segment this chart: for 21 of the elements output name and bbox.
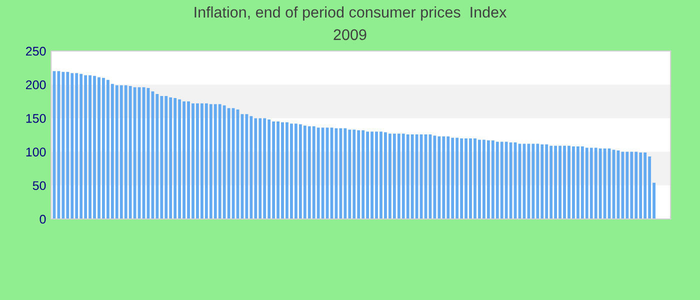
bar [250,116,253,219]
bar [133,87,136,219]
y-tick-label: 200 [26,80,46,90]
bar [344,128,347,219]
bar [509,142,512,219]
bar [532,144,535,219]
bar [321,128,324,219]
y-tick-label: 50 [32,181,46,190]
bar [438,136,441,219]
bar [603,148,606,219]
chart-subtitle: 2009 [334,29,366,40]
bar [626,152,629,219]
y-tick-label: 0 [40,214,46,224]
chart-title: Inflation, end of period consumer prices Index [194,6,507,21]
bar [415,134,418,219]
bar [227,108,230,219]
bar [62,72,65,219]
y-tick-label: 150 [26,114,46,123]
bar [156,94,159,219]
y-tick-label: 100 [26,148,46,156]
y-tick-label: 250 [26,46,46,56]
